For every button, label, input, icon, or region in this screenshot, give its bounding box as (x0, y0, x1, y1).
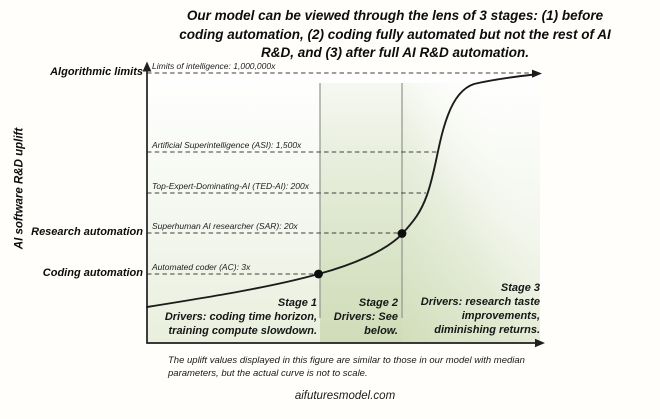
sar-label: Superhuman AI researcher (SAR): 20x (152, 221, 298, 231)
stage2-drivers-line-1: Drivers: See (333, 311, 398, 323)
stage1-annotation: Stage 1 Drivers: coding time horizon, tr… (147, 296, 317, 338)
y-tick-algorithmic-limits: Algorithmic limits (50, 66, 143, 78)
title-line-2: coding automation, (2) coding fully auto… (179, 26, 611, 42)
footnote-line-2: parameters, but the actual curve is not … (168, 368, 368, 379)
curve-arrowhead (532, 69, 542, 78)
website-url: aifuturesmodel.com (294, 390, 396, 402)
stage1-drivers-line-1: Drivers: coding time horizon, (164, 311, 317, 323)
stage3-label: Stage 3 (500, 282, 540, 294)
title-line-3: R&D, and (3) after full AI R&D automatio… (260, 45, 529, 60)
footnote-line-1: The uplift values displayed in this figu… (168, 355, 525, 366)
asi-label: Artificial Superintelligence (ASI): 1,50… (152, 140, 302, 150)
figure-title: Our model can be viewed through the lens… (140, 7, 650, 63)
stage3-annotation: Stage 3 Drivers: research taste improvem… (405, 281, 540, 337)
reference-lines (147, 72, 537, 275)
ac-label: Automated coder (AC): 3x (152, 262, 251, 272)
stage3-drivers-line-1: Drivers: research taste (420, 296, 540, 308)
stage1-drivers-line-2: training compute slowdown. (168, 325, 318, 337)
ac-milestone-dot (314, 269, 323, 279)
stage3-shaded-region (402, 83, 540, 343)
stage2-drivers-line-2: below. (364, 325, 398, 337)
stage2-annotation: Stage 2 Drivers: See below. (320, 296, 398, 338)
stage1-label: Stage 1 (277, 297, 317, 309)
ted-ai-label: Top-Expert-Dominating-AI (TED-AI): 200x (152, 181, 309, 191)
stage3-drivers-line-3: diminishing returns. (434, 324, 540, 336)
uplift-curve (146, 73, 535, 308)
title-line-1: Our model can be viewed through the lens… (186, 8, 604, 23)
stage3-drivers-line-2: improvements, (461, 310, 540, 322)
sar-milestone-dot (397, 229, 407, 238)
stage2-shaded-band (320, 83, 402, 343)
y-axis-arrowhead (142, 61, 152, 72)
footnote: The uplift values displayed in this figu… (168, 354, 548, 380)
stage2-label: Stage 2 (358, 297, 398, 309)
axes (146, 69, 539, 344)
y-tick-coding-automation: Coding automation (42, 267, 143, 279)
x-axis-arrowhead (535, 338, 545, 348)
limits-of-intelligence-label: Limits of intelligence: 1,000,000x (152, 61, 276, 71)
y-tick-research-automation: Research automation (31, 226, 143, 238)
